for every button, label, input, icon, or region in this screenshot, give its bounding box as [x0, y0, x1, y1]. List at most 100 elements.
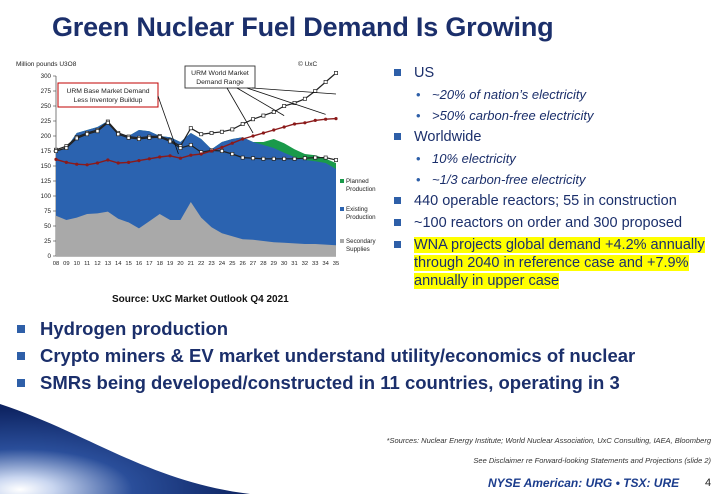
footer-wave-graphic [0, 404, 250, 494]
x-tick-label: 30 [281, 261, 287, 267]
dot-bullet-icon: • [416, 151, 421, 166]
chart-copyright: © UxC [298, 60, 318, 68]
legend-swatch [340, 207, 344, 211]
demand-point [303, 121, 307, 125]
dot-bullet-icon: • [416, 108, 421, 123]
x-tick-label: 18 [156, 261, 162, 267]
dot-bullet-icon: • [416, 172, 421, 187]
demand-point [220, 145, 224, 149]
demand-point [85, 132, 90, 137]
square-bullet-icon [17, 379, 25, 387]
demand-point [199, 132, 204, 137]
square-bullet-icon [394, 241, 401, 248]
demand-point [292, 156, 297, 161]
demand-point [147, 157, 151, 161]
demand-point [240, 155, 245, 160]
x-tick-label: 27 [250, 261, 256, 267]
demand-point [324, 117, 328, 121]
footnote-sources: *Sources: Nuclear Energy Institute; Worl… [386, 436, 711, 445]
x-tick-label: 16 [136, 261, 142, 267]
y-tick-label: 175 [41, 148, 52, 155]
dot-bullet-icon: • [416, 87, 421, 102]
bullet-worldwide: Worldwide [394, 128, 719, 146]
legend-label: Existing [346, 206, 368, 213]
y-tick-label: 125 [41, 178, 52, 185]
demand-point [64, 160, 68, 164]
demand-point [199, 152, 203, 156]
demand-point [334, 117, 338, 121]
bullet-us-sub1: • ~20% of nation’s electricity [416, 87, 587, 102]
demand-point [126, 160, 131, 164]
x-tick-label: 12 [94, 261, 100, 267]
legend-swatch [340, 239, 344, 243]
demand-point [251, 117, 255, 122]
demand-point [75, 162, 79, 166]
demand-point [261, 156, 266, 161]
bullet-reactors: 440 operable reactors; 55 in constructio… [394, 192, 719, 210]
square-bullet-icon [394, 197, 401, 204]
demand-point [147, 135, 152, 140]
y-tick-label: 0 [48, 253, 52, 260]
bullet-us-sub2: • >50% carbon-free electricity [416, 108, 594, 123]
demand-point [334, 71, 338, 75]
demand-point [188, 143, 193, 147]
demand-point [137, 159, 141, 163]
demand-point [85, 163, 89, 167]
y-tick-label: 150 [41, 163, 52, 170]
demand-point [282, 104, 287, 108]
demand-point [272, 128, 276, 132]
demand-point [157, 135, 162, 140]
demand-point [241, 137, 245, 141]
demand-chart: Million pounds U3O8 © UxC 0 25 50 75 100 125 1… [12, 54, 384, 276]
callout-leader [246, 87, 326, 115]
y-tick-label: 275 [41, 88, 52, 95]
area-secondary-supplies [56, 202, 336, 256]
y-tick-label: 300 [41, 73, 52, 80]
x-tick-label: 17 [146, 261, 152, 267]
demand-point [240, 122, 245, 126]
bullet-world-sub2: • ~1/3 carbon-free electricity [416, 172, 586, 187]
callout-leader [236, 87, 285, 116]
y-tick-label: 100 [41, 193, 52, 200]
x-tick-label: 15 [125, 261, 131, 267]
demand-point [334, 158, 338, 162]
x-tick-label: 24 [219, 261, 226, 267]
demand-point [64, 146, 69, 150]
demand-point [168, 154, 172, 158]
square-bullet-icon [17, 352, 25, 360]
demand-point [116, 161, 120, 165]
demand-point [168, 139, 173, 144]
demand-point [271, 156, 276, 161]
demand-point [116, 132, 121, 137]
demand-point [282, 125, 286, 129]
legend-label: Planned [346, 178, 369, 185]
x-tick-label: 33 [312, 261, 318, 267]
x-tick-label: 21 [188, 261, 194, 267]
legend-label: Secondary [346, 238, 376, 245]
demand-point [178, 156, 183, 160]
demand-point [137, 137, 141, 141]
demand-point [251, 156, 255, 161]
bullet-world-sub1: • 10% electricity [416, 151, 516, 166]
x-tick-label: 13 [105, 261, 111, 267]
demand-point [74, 136, 79, 141]
demand-point [188, 126, 193, 131]
x-tick-label: 32 [302, 261, 308, 267]
footnote-disclaimer: See Disclaimer re Forward-looking Statem… [473, 456, 711, 465]
demand-point [323, 155, 328, 160]
demand-line-1 [55, 121, 337, 161]
x-tick-label: 20 [177, 261, 183, 267]
demand-point [323, 80, 328, 84]
x-tick-label: 23 [208, 261, 214, 267]
demand-point [178, 146, 183, 150]
x-tick-label: 26 [239, 261, 245, 267]
bullet-smrs: SMRs being developed/constructed in 11 c… [14, 372, 714, 394]
square-bullet-icon [394, 133, 401, 140]
y-tick-label: 50 [44, 223, 51, 230]
x-tick-label: 09 [63, 261, 69, 267]
x-tick-label: 11 [84, 261, 90, 267]
demand-point [230, 127, 235, 132]
square-bullet-icon [17, 325, 25, 333]
demand-point [302, 156, 307, 161]
x-tick-label: 22 [198, 261, 204, 267]
